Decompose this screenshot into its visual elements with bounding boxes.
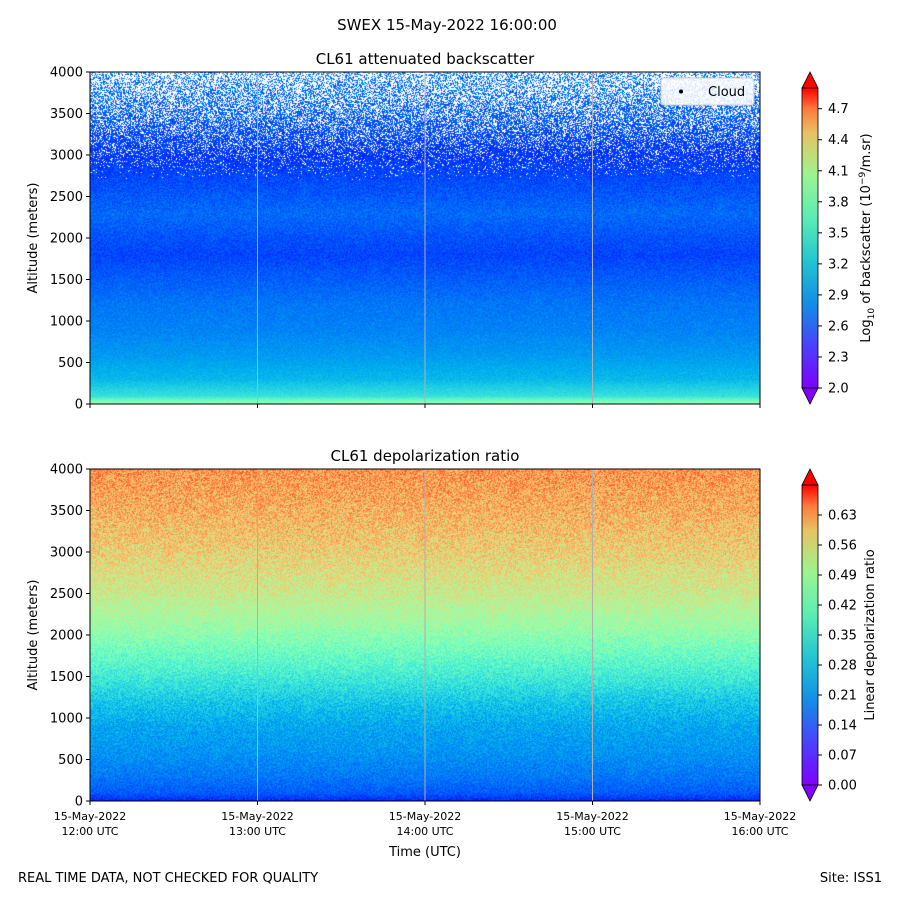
xtick-label-date: 15-May-2022 — [389, 810, 461, 823]
colorbar-tick-label: 4.4 — [828, 133, 849, 148]
ytick-label: 4000 — [50, 463, 83, 478]
ytick-label: 3000 — [50, 546, 83, 561]
footer-quality-note: REAL TIME DATA, NOT CHECKED FOR QUALITY — [18, 871, 318, 886]
ytick-label: 4000 — [50, 66, 83, 81]
colorbar-tick-label: 2.3 — [828, 350, 849, 365]
ytick-label: 3500 — [50, 504, 83, 519]
legend-label-cloud: Cloud — [708, 85, 745, 100]
cloud-legend: Cloud — [660, 77, 755, 106]
xtick-label-date: 15-May-2022 — [724, 810, 796, 823]
ytick-label: 0 — [75, 795, 83, 810]
xtick-label-time: 16:00 UTC — [731, 825, 788, 838]
cloud-marker — [679, 89, 683, 94]
ytick-label: 2500 — [50, 587, 83, 602]
colorbar-tick-label: 0.56 — [828, 539, 857, 554]
xtick-label-date: 15-May-2022 — [54, 810, 126, 823]
backscatter-ylabel: Altitude (meters) — [26, 183, 41, 294]
ytick-label: 1000 — [50, 712, 83, 727]
depolarization-xlabel: Time (UTC) — [388, 845, 461, 860]
colorbar-tick-label: 0.21 — [828, 689, 857, 704]
xtick-label-time: 14:00 UTC — [396, 825, 453, 838]
colorbar-gradient — [801, 87, 819, 389]
xtick-label-time: 12:00 UTC — [61, 825, 118, 838]
backscatter-yticks: 0 500 1000 1500 2000 2500 3000 3500 4000 — [50, 66, 90, 413]
depolarization-ylabel: Altitude (meters) — [26, 580, 41, 691]
depolarization-yticks: 0 500 1000 1500 2000 2500 3000 3500 4000 — [50, 463, 90, 810]
backscatter-colorbar-ticks: 2.0 2.3 2.6 2.9 3.2 3.5 3.8 4.1 4.4 4.7 — [818, 102, 849, 397]
xtick-label-date: 15-May-2022 — [221, 810, 293, 823]
backscatter-title: CL61 attenuated backscatter — [316, 50, 535, 68]
ytick-label: 0 — [75, 398, 83, 413]
colorbar-tick-label: 3.5 — [828, 226, 849, 241]
colorbar-extend-max — [801, 468, 819, 486]
backscatter-time-gridlines — [257, 72, 593, 404]
colorbar-tick-label: 2.6 — [828, 319, 849, 334]
backscatter-xticks — [89, 404, 761, 408]
depolarization-time-gridlines — [257, 469, 593, 801]
colorbar-tick-label: 4.1 — [828, 164, 849, 179]
ytick-label: 3000 — [50, 149, 83, 164]
colorbar-tick-label: 0.63 — [828, 509, 857, 524]
colorbar-extend-min — [801, 387, 819, 405]
ytick-label: 2500 — [50, 190, 83, 205]
colorbar-tick-label: 3.8 — [828, 195, 849, 210]
colorbar-tick-label: 0.14 — [828, 719, 857, 734]
colorbar-tick-label: 4.7 — [828, 102, 849, 117]
xtick-label-date: 15-May-2022 — [556, 810, 628, 823]
backscatter-colorbar-label: Log10 of backscatter (10−9/m.sr) — [858, 133, 877, 342]
ytick-label: 3500 — [50, 107, 83, 122]
ytick-label: 2000 — [50, 629, 83, 644]
colorbar-tick-label: 0.35 — [828, 629, 857, 644]
xtick-label-time: 13:00 UTC — [229, 825, 286, 838]
depolarization-panel: CL61 depolarization ratio 0 500 1000 1500 20… — [26, 447, 878, 860]
depolarization-title: CL61 depolarization ratio — [331, 447, 520, 465]
ytick-label: 2000 — [50, 232, 83, 247]
colorbar-tick-label: 0.42 — [828, 599, 857, 614]
backscatter-colorbar: 2.0 2.3 2.6 2.9 3.2 3.5 3.8 4.1 4.4 4.7 Log10 of … — [801, 71, 877, 405]
colorbar-tick-label: 0.28 — [828, 659, 857, 674]
ytick-label: 1500 — [50, 273, 83, 288]
colorbar-tick-label: 2.9 — [828, 288, 849, 303]
colorbar-extend-max — [801, 71, 819, 89]
colorbar-tick-label: 0.00 — [828, 779, 857, 794]
depolarization-colorbar: 0.00 0.07 0.14 0.21 0.28 0.35 0.42 0.49 0.56 0.63… — [801, 468, 878, 802]
colorbar-extend-min — [801, 784, 819, 802]
ytick-label: 500 — [58, 753, 83, 768]
backscatter-panel: CL61 attenuated backscatter 0 500 1000 1500… — [26, 50, 877, 413]
figure-suptitle: SWEX 15-May-2022 16:00:00 — [337, 16, 557, 34]
colorbar-tick-label: 2.0 — [828, 382, 849, 397]
colorbar-tick-label: 0.49 — [828, 569, 857, 584]
ytick-label: 500 — [58, 356, 83, 371]
legend-box — [660, 77, 755, 106]
xtick-label-time: 15:00 UTC — [564, 825, 621, 838]
depolarization-colorbar-ticks: 0.00 0.07 0.14 0.21 0.28 0.35 0.42 0.49 0.56 0.63 — [818, 509, 857, 794]
footer-site: Site: ISS1 — [820, 871, 882, 886]
ytick-label: 1500 — [50, 670, 83, 685]
colorbar-gradient — [801, 484, 819, 786]
ytick-label: 1000 — [50, 315, 83, 330]
colorbar-tick-label: 3.2 — [828, 257, 849, 272]
depolarization-xticks: 15-May-2022 12:00 UTC 15-May-2022 13:00 UTC… — [54, 801, 796, 838]
depolarization-colorbar-label: Linear depolarization ratio — [863, 549, 878, 720]
colorbar-tick-label: 0.07 — [828, 749, 857, 764]
